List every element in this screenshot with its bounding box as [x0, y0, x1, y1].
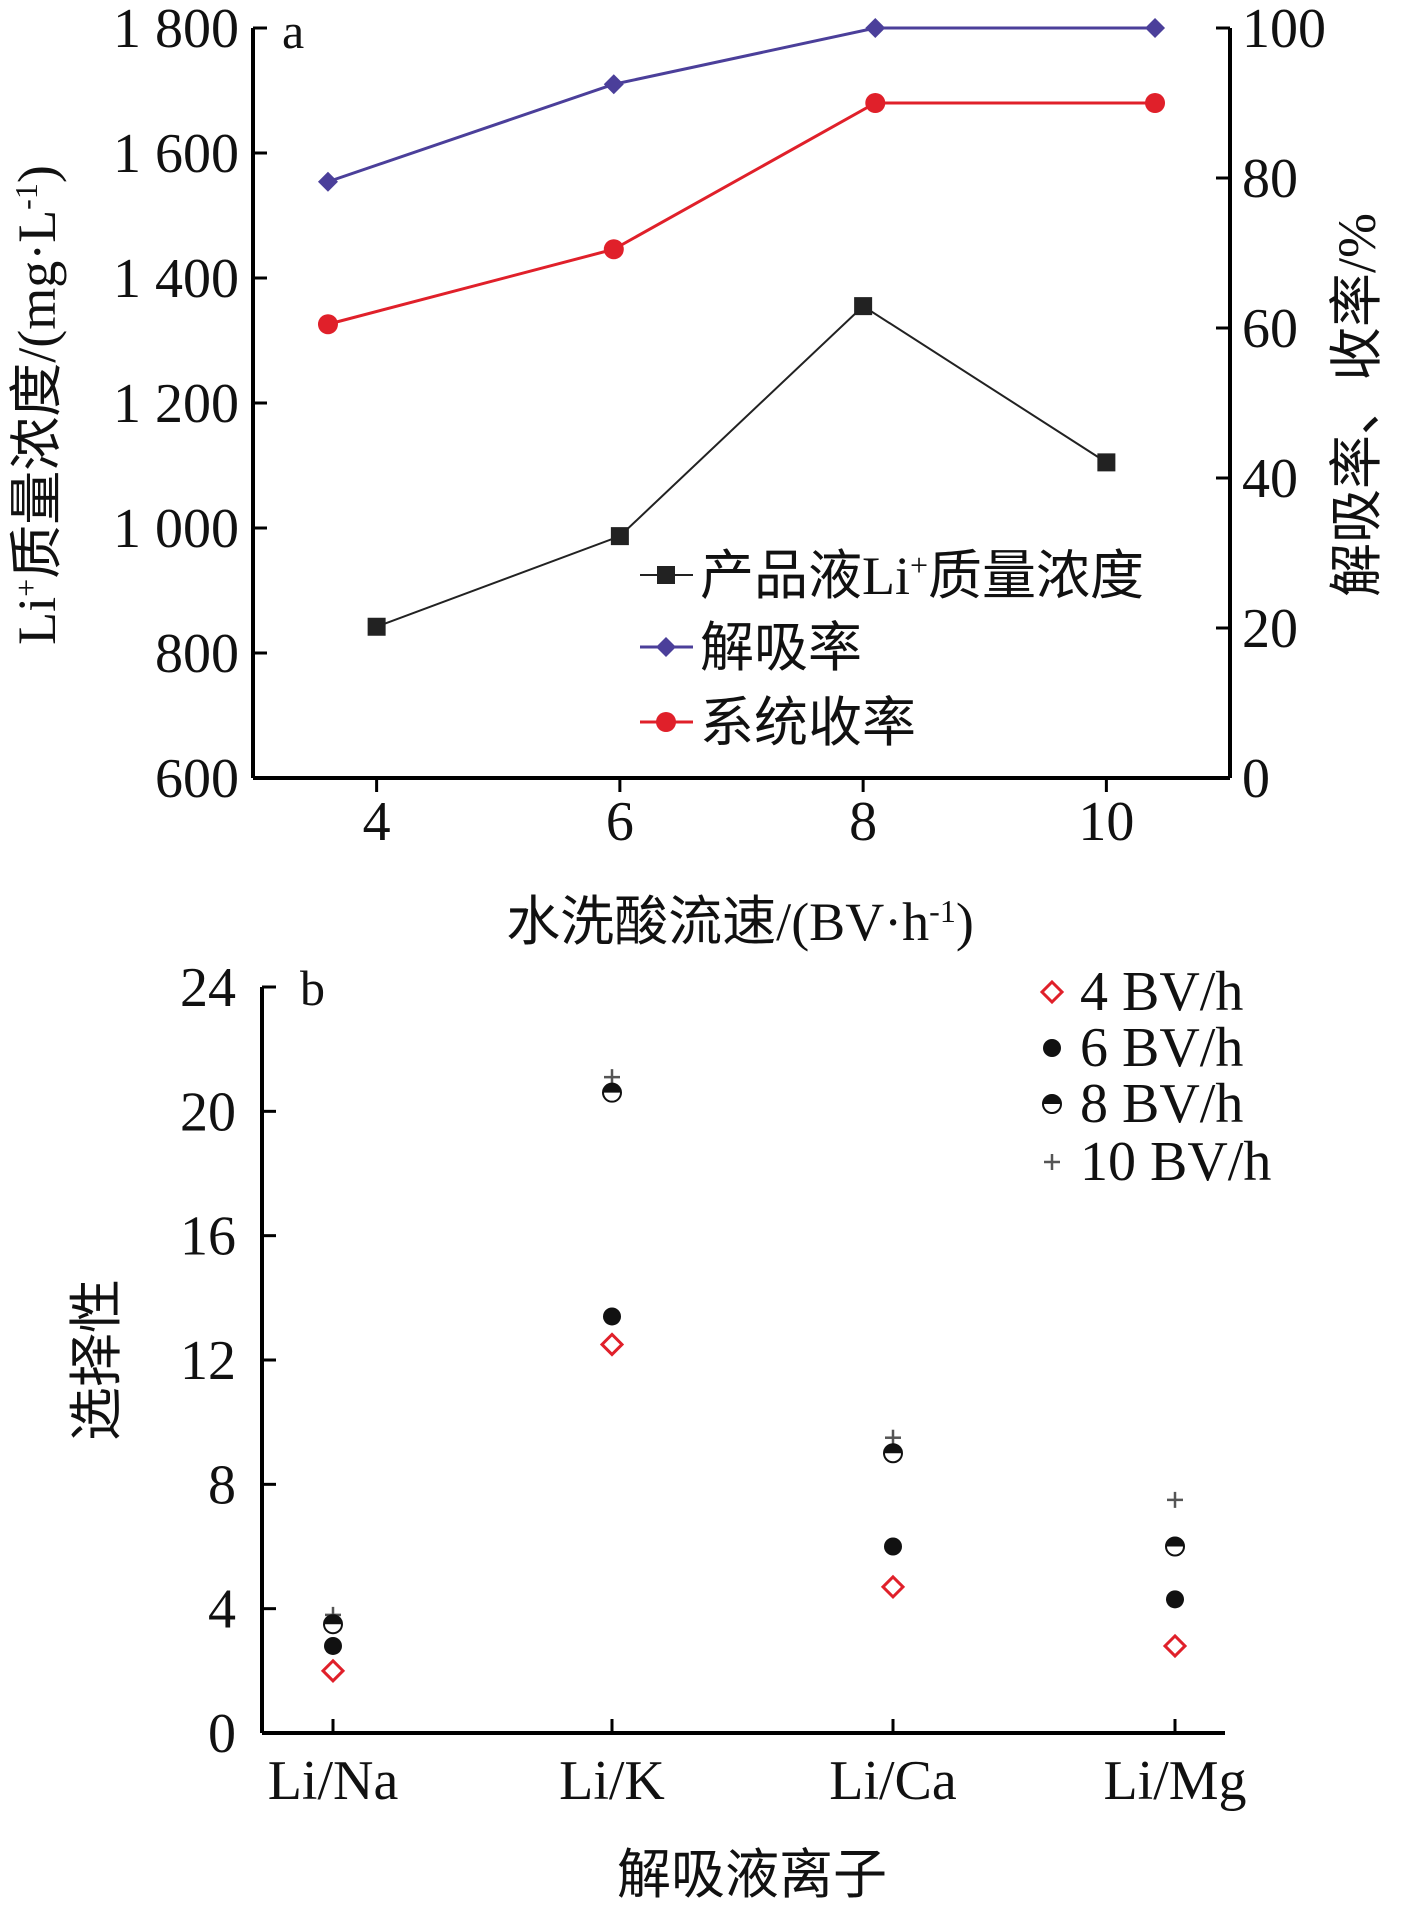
series-line-1 — [327, 26, 1156, 184]
y-right-tick-label: 40 — [1242, 448, 1298, 510]
data-point-half-fill — [603, 1083, 621, 1093]
panel-a-ylabel-left: Li+质量浓度/(mg·L-1) — [7, 165, 67, 645]
legend-marker-diamond-icon — [656, 637, 676, 657]
data-point-half-fill — [884, 1444, 902, 1454]
panel-b-x-ticks: Li/Na Li/K Li/Ca Li/Mg — [268, 1719, 1247, 1812]
data-point-open-diamond — [1039, 979, 1065, 1005]
data-point-filled-circle — [1166, 1590, 1184, 1609]
data-point-square — [367, 617, 386, 636]
data-point-square — [1097, 453, 1116, 472]
y-right-tick-label: 100 — [1242, 0, 1326, 60]
panel-a-right-ticks: 0 20 40 60 80 100 — [1216, 0, 1326, 810]
y-left-tick-label: 1 600 — [113, 123, 239, 185]
legend-item-concentration: 产品液Li+质量浓度 — [640, 546, 1144, 606]
y-right-tick-label: 60 — [1242, 298, 1298, 360]
data-point-diamond — [865, 18, 886, 38]
panel-b-legend: 4 BV/h6 BV/h8 BV/h10 BV/h — [1039, 961, 1271, 1193]
data-point-square — [610, 527, 629, 546]
data-point-open-diamond — [1162, 1633, 1188, 1659]
x-category-label: Li/K — [559, 1750, 665, 1812]
y-tick-label: 4 — [208, 1579, 236, 1641]
x-tick-label: 4 — [363, 791, 391, 853]
y-left-tick-label: 800 — [155, 623, 239, 685]
legend-label: 6 BV/h — [1080, 1017, 1243, 1079]
y-tick-label: 20 — [180, 1081, 236, 1143]
data-point-filled-circle — [1043, 1039, 1061, 1057]
y-tick-label: 8 — [208, 1454, 236, 1516]
series-line-0 — [376, 304, 1107, 628]
data-point-circle — [603, 239, 624, 260]
panel-a-label: a — [282, 3, 304, 59]
data-point-square — [854, 297, 873, 316]
data-point-circle — [1145, 93, 1166, 113]
y-right-tick-label: 80 — [1242, 148, 1298, 210]
legend-label: 4 BV/h — [1080, 961, 1243, 1023]
series-line-2 — [327, 101, 1156, 326]
legend-marker-square-icon — [657, 566, 675, 584]
panel-b-label: b — [300, 960, 325, 1016]
legend-marker-circle-icon — [656, 712, 676, 732]
x-tick-label: 8 — [849, 791, 877, 853]
x-category-label: Li/Ca — [829, 1750, 957, 1812]
panel-b-chart: b 0 4 8 12 16 20 24 Li/Na Li/K Li/Ca Li/Mg 选择性 解吸… — [67, 957, 1271, 1905]
data-point-half-fill — [1043, 1095, 1061, 1104]
y-tick-label: 24 — [180, 957, 236, 1019]
legend-label-concentration: 产品液Li+质量浓度 — [700, 546, 1144, 606]
y-left-tick-label: 1 800 — [113, 0, 239, 60]
panel-a-xlabel: 水洗酸流速/(BV·h-1) — [506, 892, 974, 952]
panel-a-legend: 产品液Li+质量浓度 解吸率 系统收率 — [640, 546, 1144, 753]
legend-label-desorption: 解吸率 — [700, 618, 862, 678]
legend-item-recovery: 系统收率 — [640, 693, 916, 753]
y-tick-label: 0 — [208, 1703, 236, 1765]
y-left-tick-label: 1 400 — [113, 248, 239, 310]
panel-a-left-ticks: 600 800 1 000 1 200 1 400 1 600 1 800 — [113, 0, 267, 810]
y-right-tick-label: 0 — [1242, 748, 1270, 810]
data-point-filled-circle — [884, 1537, 902, 1556]
data-point-open-diamond — [880, 1574, 906, 1600]
data-point-filled-circle — [603, 1307, 621, 1326]
panel-b-ylabel: 选择性 — [67, 1279, 127, 1441]
panel-b-y-ticks: 0 4 8 12 16 20 24 — [180, 957, 276, 1765]
panel-a-ylabel-right: 解吸率、收率/% — [1327, 213, 1387, 597]
data-point-diamond — [603, 74, 624, 95]
x-tick-label: 10 — [1078, 791, 1134, 853]
panel-b-points — [320, 1069, 1188, 1683]
panel-a-x-ticks: 4 6 8 10 — [363, 778, 1134, 853]
data-point-half-fill — [1166, 1537, 1184, 1547]
legend-item-desorption: 解吸率 — [640, 618, 862, 678]
y-tick-label: 12 — [180, 1330, 236, 1392]
legend-label: 10 BV/h — [1080, 1131, 1271, 1193]
panel-b-xlabel: 解吸液离子 — [617, 1845, 887, 1905]
data-point-open-diamond — [320, 1658, 346, 1683]
data-point-circle — [865, 93, 886, 113]
data-point-diamond — [1145, 18, 1166, 38]
y-left-tick-label: 1 200 — [113, 373, 239, 435]
data-point-filled-circle — [324, 1636, 342, 1655]
x-category-label: Li/Mg — [1103, 1750, 1246, 1812]
legend-label-recovery: 系统收率 — [700, 693, 916, 753]
data-point-circle — [317, 314, 338, 335]
y-left-tick-label: 1 000 — [113, 498, 239, 560]
data-point-diamond — [317, 171, 338, 192]
x-category-label: Li/Na — [268, 1750, 399, 1812]
y-left-tick-label: 600 — [155, 748, 239, 810]
panel-a-chart: a 600 800 1 000 1 200 1 400 1 600 1 800 0 20 40 6… — [7, 0, 1387, 952]
data-point-half-fill — [324, 1615, 342, 1625]
panel-a-series — [317, 18, 1166, 636]
legend-label: 8 BV/h — [1080, 1073, 1243, 1135]
x-tick-label: 6 — [606, 791, 634, 853]
data-point-open-diamond — [599, 1332, 625, 1357]
y-tick-label: 16 — [180, 1206, 236, 1268]
y-right-tick-label: 20 — [1242, 598, 1298, 660]
